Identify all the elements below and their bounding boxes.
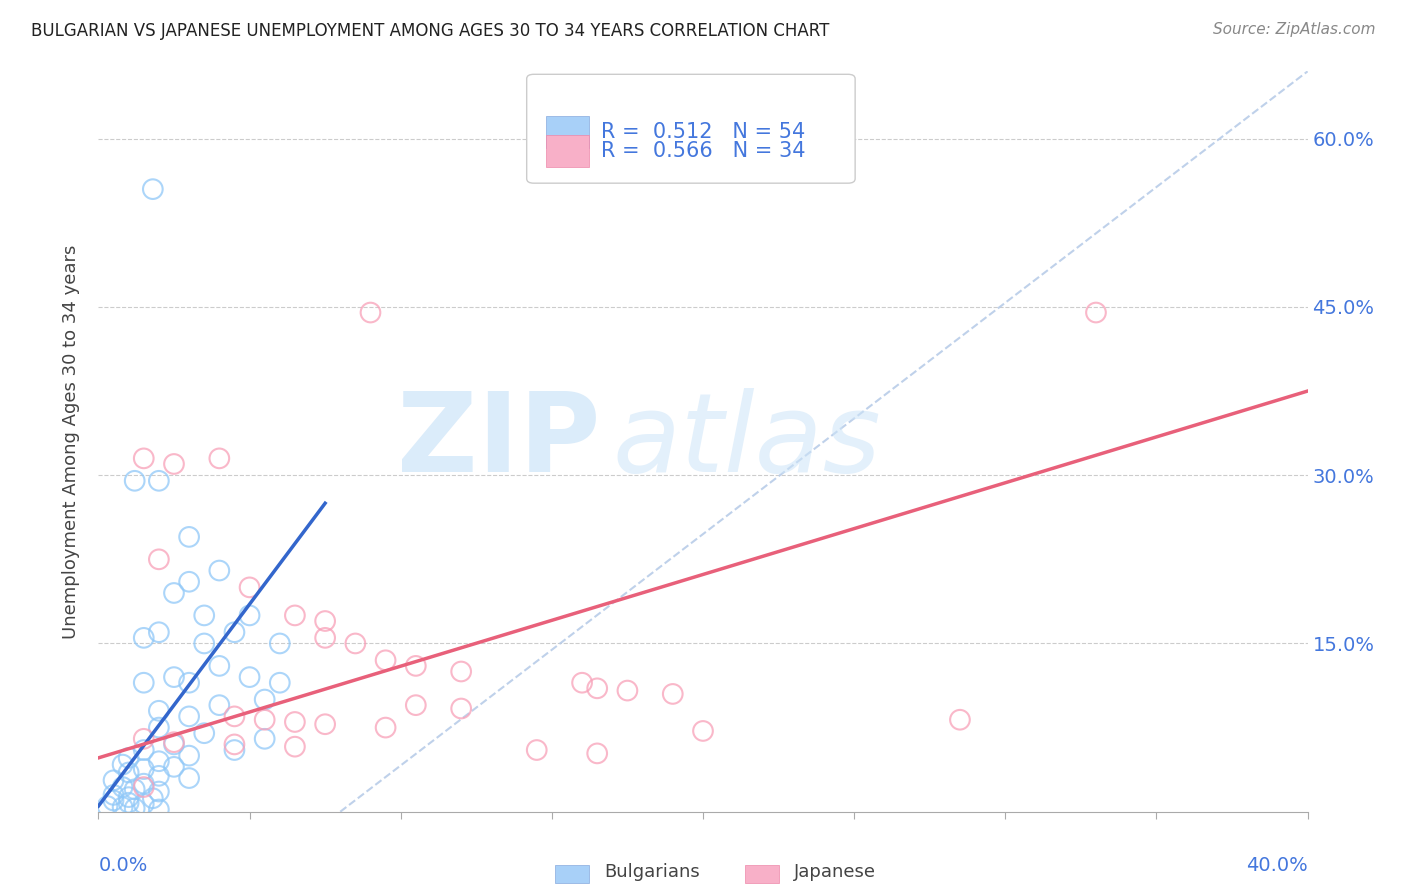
Point — [208, 451, 231, 466]
Point — [111, 780, 134, 794]
Point — [124, 801, 146, 815]
Point — [405, 659, 427, 673]
Point — [103, 773, 125, 788]
Point — [405, 698, 427, 713]
Text: R =  0.512   N = 54: R = 0.512 N = 54 — [602, 122, 806, 143]
Point — [132, 731, 155, 746]
Point — [132, 451, 155, 466]
Point — [179, 709, 201, 723]
Point — [103, 788, 125, 802]
Text: Bulgarians: Bulgarians — [605, 863, 700, 881]
Point — [163, 670, 186, 684]
Point — [142, 791, 165, 805]
Point — [253, 713, 276, 727]
Point — [314, 631, 336, 645]
Point — [586, 681, 609, 696]
Point — [692, 723, 714, 738]
Point — [374, 721, 396, 735]
Point — [124, 782, 146, 797]
Point — [163, 586, 186, 600]
Text: 0.0%: 0.0% — [98, 856, 148, 875]
Point — [193, 608, 215, 623]
Point — [661, 687, 683, 701]
Text: atlas: atlas — [613, 388, 882, 495]
Point — [208, 659, 231, 673]
Point — [949, 713, 972, 727]
Point — [344, 636, 367, 650]
Point — [148, 625, 170, 640]
Point — [163, 735, 186, 749]
Point — [1085, 305, 1108, 319]
Point — [148, 704, 170, 718]
Point — [360, 305, 382, 319]
Point — [163, 457, 186, 471]
Point — [132, 780, 155, 794]
Point — [224, 625, 246, 640]
Point — [148, 754, 170, 768]
Point — [224, 709, 246, 723]
Point — [132, 675, 155, 690]
Point — [224, 743, 246, 757]
Point — [314, 717, 336, 731]
Point — [132, 797, 155, 811]
Point — [132, 631, 155, 645]
Point — [269, 636, 291, 650]
Point — [163, 760, 186, 774]
Point — [132, 777, 155, 791]
Point — [253, 692, 276, 706]
Point — [148, 769, 170, 783]
Point — [111, 757, 134, 772]
Point — [586, 747, 609, 761]
Y-axis label: Unemployment Among Ages 30 to 34 years: Unemployment Among Ages 30 to 34 years — [62, 244, 80, 639]
Point — [193, 726, 215, 740]
Point — [148, 721, 170, 735]
Text: ZIP: ZIP — [396, 388, 600, 495]
Point — [118, 751, 141, 765]
Point — [450, 701, 472, 715]
Point — [239, 580, 262, 594]
Point — [132, 743, 155, 757]
Point — [253, 731, 276, 746]
Point — [526, 743, 548, 757]
Point — [571, 675, 593, 690]
Point — [284, 739, 307, 754]
Point — [616, 683, 638, 698]
Point — [148, 784, 170, 798]
Point — [193, 636, 215, 650]
Text: R =  0.566   N = 34: R = 0.566 N = 34 — [602, 141, 806, 161]
Point — [208, 564, 231, 578]
Point — [148, 474, 170, 488]
Point — [179, 675, 201, 690]
Point — [208, 698, 231, 713]
Point — [118, 765, 141, 780]
Point — [239, 608, 262, 623]
Point — [124, 474, 146, 488]
Point — [179, 771, 201, 785]
Point — [374, 653, 396, 667]
Text: Source: ZipAtlas.com: Source: ZipAtlas.com — [1212, 22, 1375, 37]
Point — [269, 675, 291, 690]
Text: BULGARIAN VS JAPANESE UNEMPLOYMENT AMONG AGES 30 TO 34 YEARS CORRELATION CHART: BULGARIAN VS JAPANESE UNEMPLOYMENT AMONG… — [31, 22, 830, 40]
Point — [179, 748, 201, 763]
Point — [148, 552, 170, 566]
Point — [179, 530, 201, 544]
Point — [132, 762, 155, 776]
Point — [450, 665, 472, 679]
Point — [96, 799, 118, 814]
Point — [163, 738, 186, 752]
Point — [118, 790, 141, 805]
Text: 40.0%: 40.0% — [1246, 856, 1308, 875]
Point — [284, 714, 307, 729]
Point — [111, 800, 134, 814]
Point — [148, 802, 170, 816]
Point — [314, 614, 336, 628]
Point — [179, 574, 201, 589]
Point — [142, 182, 165, 196]
Point — [118, 796, 141, 810]
Point — [239, 670, 262, 684]
Point — [103, 793, 125, 807]
Point — [224, 738, 246, 752]
Text: Japanese: Japanese — [794, 863, 876, 881]
Point — [284, 608, 307, 623]
